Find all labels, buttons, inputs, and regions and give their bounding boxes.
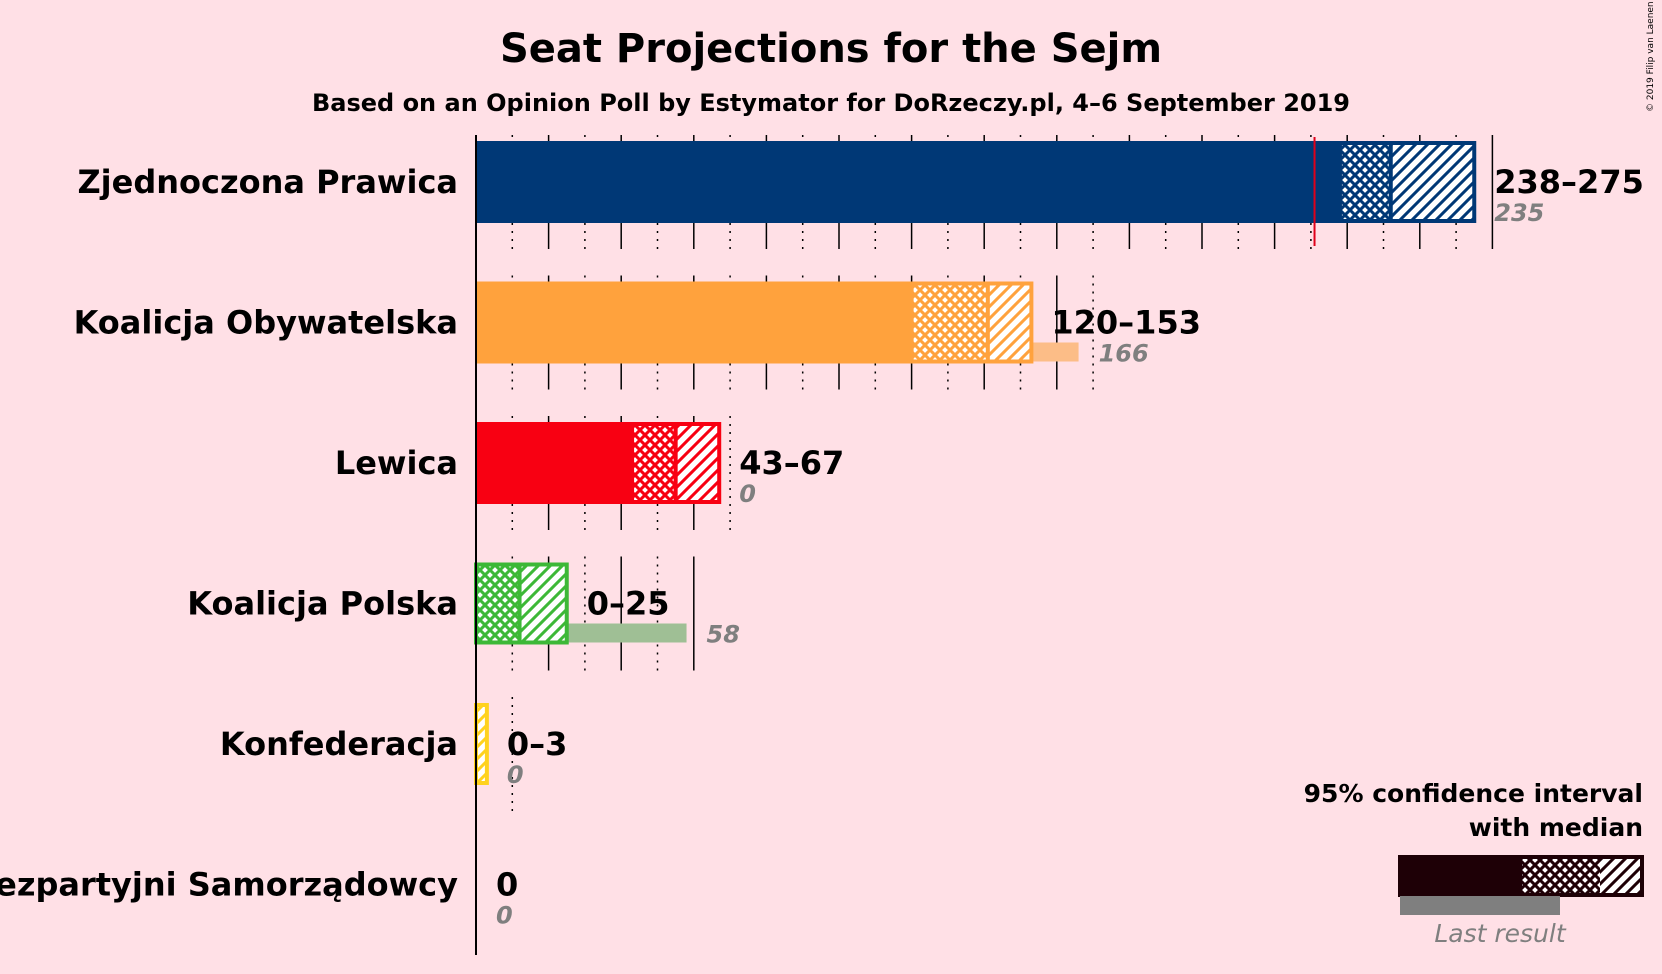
- range-label: 238–275: [1494, 163, 1644, 201]
- legend-line-2: with median: [1469, 813, 1643, 842]
- chart-title: Seat Projections for the Sejm: [500, 26, 1162, 72]
- legend-last-result-swatch: [1400, 896, 1560, 915]
- last-result-label: 235: [1494, 199, 1544, 227]
- legend-diagonal-swatch: [1600, 855, 1642, 897]
- range-label: 43–67: [739, 444, 844, 482]
- ci-upper-hatch-segment: [987, 281, 1032, 364]
- ci-upper-hatch-segment: [519, 562, 567, 645]
- ci-solid-segment: [476, 422, 633, 504]
- range-label: 0–25: [587, 585, 670, 623]
- category-label: Zjednoczona Prawica: [77, 163, 458, 201]
- category-label: Lewica: [335, 444, 458, 482]
- legend-crosshatch-swatch: [1520, 855, 1600, 897]
- range-label: 0–3: [507, 725, 568, 763]
- last-result-label: 0: [496, 902, 513, 930]
- last-result-label: 0: [739, 480, 756, 508]
- category-label: Konfederacja: [220, 725, 458, 763]
- last-result-label: 0: [507, 761, 524, 789]
- ci-upper-hatch-segment: [1390, 141, 1475, 223]
- bars-layer: [474, 141, 1477, 785]
- last-result-label: 58: [707, 621, 740, 649]
- category-label: Koalicja Polska: [187, 585, 458, 623]
- ci-outline: [1337, 141, 1477, 223]
- category-label: Koalicja Obywatelska: [74, 304, 458, 342]
- ci-upper-hatch-segment: [675, 422, 720, 504]
- legend-border: [1518, 855, 1644, 897]
- category-label: Bezpartyjni Samorządowcy: [0, 866, 458, 904]
- copyright-text: © 2019 Filip van Laenen: [1646, 1, 1656, 112]
- legend: 95% confidence interval with median Last…: [1304, 779, 1644, 948]
- last-result-label: 166: [1099, 340, 1149, 368]
- ci-solid-segment: [476, 281, 912, 364]
- chart-subtitle: Based on an Opinion Poll by Estymator fo…: [312, 89, 1350, 117]
- range-label: 0: [496, 866, 518, 904]
- ci-upper-hatch-segment: [476, 703, 487, 785]
- ci-solid-segment: [476, 141, 1340, 223]
- legend-solid-swatch: [1398, 855, 1520, 897]
- legend-line-1: 95% confidence interval: [1304, 779, 1643, 808]
- ci-lower-hatch-segment: [911, 281, 988, 364]
- ci-outline: [909, 281, 1034, 364]
- legend-last-result-label: Last result: [1434, 919, 1566, 948]
- ci-lower-hatch-segment: [632, 422, 676, 504]
- ci-lower-hatch-segment: [476, 562, 520, 645]
- range-label: 120–153: [1051, 304, 1201, 342]
- ci-lower-hatch-segment: [1339, 141, 1391, 223]
